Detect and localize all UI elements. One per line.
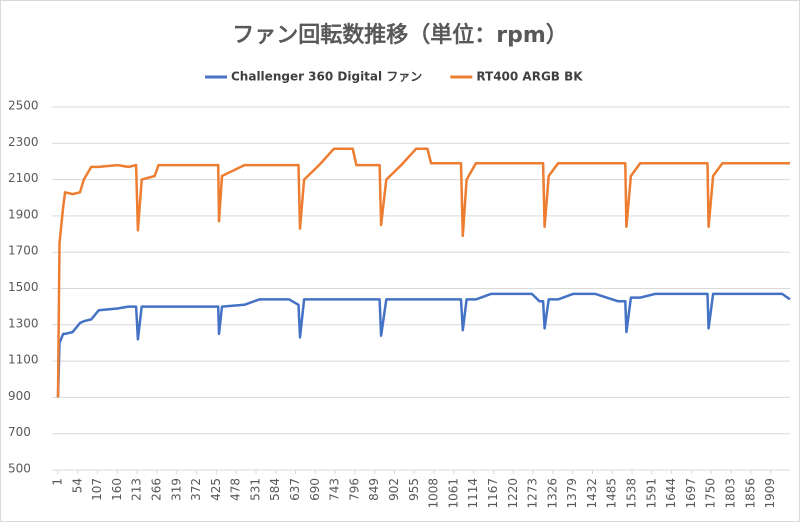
x-tick-label: 1697 <box>684 478 698 509</box>
x-tick-label: 902 <box>387 478 401 501</box>
y-tick-label: 500 <box>8 462 31 476</box>
x-tick-label: 1856 <box>743 478 757 509</box>
x-tick-label: 1591 <box>644 478 658 509</box>
x-tick-label: 1909 <box>763 478 777 509</box>
x-tick-label: 1379 <box>565 478 579 509</box>
y-tick-label: 1100 <box>8 353 39 367</box>
y-tick-label: 1700 <box>8 244 39 258</box>
x-tick-label: 107 <box>90 478 104 501</box>
series-line <box>56 292 791 398</box>
x-tick-label: 54 <box>70 478 84 493</box>
x-tick-label: 955 <box>407 478 421 501</box>
x-tick-label: 637 <box>288 478 302 501</box>
x-tick-label: 584 <box>268 478 282 501</box>
legend-label: Challenger 360 Digital ファン <box>231 70 422 84</box>
x-tick-label: 1432 <box>585 478 599 509</box>
series-line <box>56 147 790 398</box>
x-tick-label: 160 <box>110 478 124 501</box>
x-tick-label: 1114 <box>466 478 480 509</box>
x-tick-label: 1167 <box>486 478 500 509</box>
x-tick-label: 213 <box>130 478 144 501</box>
x-tick-label: 1485 <box>605 478 619 509</box>
x-tick-label: 1750 <box>704 478 718 509</box>
x-tick-label: 425 <box>209 478 223 501</box>
legend-label: RT400 ARGB BK <box>476 70 583 84</box>
y-tick-label: 700 <box>8 425 31 439</box>
x-tick-label: 1803 <box>723 478 737 509</box>
y-tick-label: 2100 <box>8 171 39 185</box>
x-tick-label: 1644 <box>664 478 678 509</box>
x-tick-label: 1326 <box>545 478 559 509</box>
y-tick-label: 2500 <box>8 99 39 113</box>
y-tick-label: 2300 <box>8 135 39 149</box>
x-tick-label: 1008 <box>427 478 441 509</box>
x-tick-label: 849 <box>367 478 381 501</box>
y-tick-label: 1900 <box>8 207 39 221</box>
x-tick-label: 1273 <box>526 478 540 509</box>
chart-title: ファン回転数推移（単位：rpm） <box>232 22 568 48</box>
x-tick-label: 531 <box>248 478 262 501</box>
x-tick-label: 796 <box>347 478 361 501</box>
x-tick-label: 690 <box>308 478 322 501</box>
x-tick-label: 319 <box>169 478 183 501</box>
y-tick-label: 1300 <box>8 316 39 330</box>
x-tick-label: 1538 <box>625 478 639 509</box>
x-tick-label: 478 <box>229 478 243 501</box>
x-tick-label: 1220 <box>506 478 520 509</box>
x-tick-label: 266 <box>149 478 163 501</box>
y-tick-label: 900 <box>8 389 31 403</box>
y-tick-label: 1500 <box>8 280 39 294</box>
x-tick-label: 1061 <box>446 478 460 509</box>
x-tick-label: 372 <box>189 478 203 501</box>
x-tick-label: 743 <box>328 478 342 501</box>
x-tick-label: 1 <box>51 478 65 486</box>
